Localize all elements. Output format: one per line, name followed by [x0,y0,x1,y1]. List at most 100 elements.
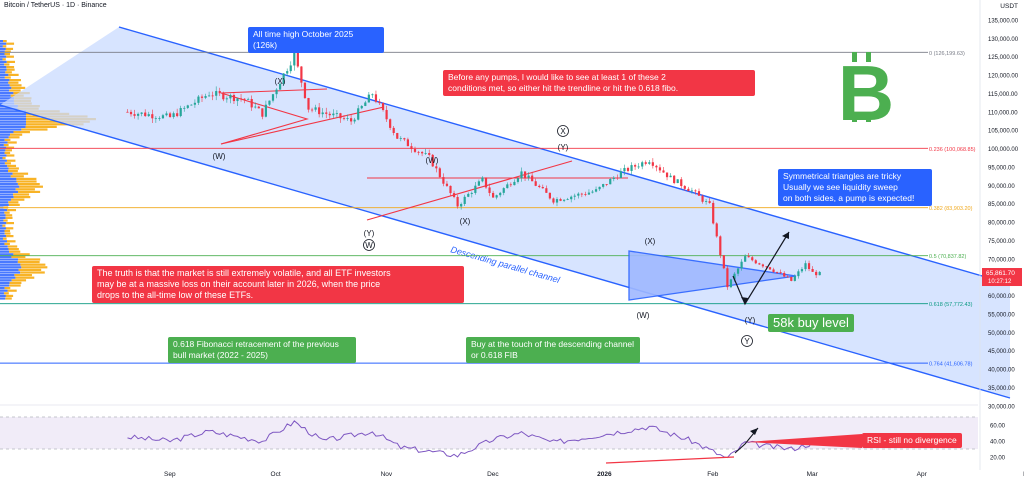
volume-bar [15,276,35,279]
volume-bar [0,107,18,110]
buy-note-annotation: Buy at the touch of the descending chann… [466,337,640,363]
candle-body [726,268,729,288]
candle-body [651,162,654,166]
candle-body [161,115,165,119]
volatile-annotation: The truth is that the market is still ex… [92,266,464,303]
triangle-2-lower [366,160,573,221]
volume-bar [4,63,10,66]
volume-bar [0,154,7,157]
volume-bar [4,229,11,232]
volume-bar [0,180,17,183]
candle-body [271,94,275,101]
volume-bar [0,115,26,118]
candle-body [566,199,569,200]
candles [126,49,821,290]
volume-bar [3,292,9,295]
wave-label: W [365,241,373,250]
volume-bar [0,229,5,232]
candle-body [715,223,718,237]
volume-bar [0,237,3,240]
volume-bar [7,289,17,292]
volume-bar [15,188,35,191]
candle-body [555,199,559,203]
volume-bar [5,149,12,152]
rsi-arrowhead [750,428,758,435]
volume-bar [0,164,8,167]
time-tick: Nov [381,471,393,478]
volume-bar [6,222,15,225]
volume-bar [0,120,26,123]
volume-bar [8,248,19,251]
fib-label: 0 (126,199.63) [929,51,965,57]
volume-bar [0,198,11,201]
volume-bar [0,138,5,141]
volume-bar [16,177,37,180]
volume-bar [11,255,26,258]
candle-body [289,65,292,72]
candle-body [250,98,253,108]
volume-bar [0,175,11,178]
volume-bar [18,268,42,271]
candle-body [502,188,505,193]
volume-bar [14,274,32,277]
volume-bar [0,294,6,297]
volume-bar [26,123,84,126]
candle-body [538,185,541,188]
rsi-note-annotation: RSI - still no divergence [862,433,962,448]
volume-bar [25,125,57,128]
candle-body [346,118,349,119]
candle-body [687,188,690,192]
candle-body [460,203,463,207]
volume-bar [6,55,14,58]
volume-bar [8,201,19,204]
last-price: 65,861.70 [986,270,1015,277]
candle-body [577,193,580,196]
candle-body [421,152,424,154]
volume-bar [6,66,15,69]
candle-body [768,267,772,270]
channel-fill [0,27,1010,398]
currency-label: USDT [1000,3,1018,10]
candle-body [190,104,193,106]
candle-body [541,187,544,189]
volume-bar [4,242,10,245]
volume-bar [0,94,11,97]
volume-bar [4,162,11,165]
time-tick: Mar [807,471,819,478]
fib-note-annotation: 0.618 Fibonacci retracement of the previ… [168,337,356,363]
candle-body [655,165,658,168]
volume-bar [8,167,19,170]
candle-body [619,171,622,179]
volume-bar [8,136,20,139]
volume-bar [0,58,3,61]
volume-bar [0,224,3,227]
price-tick: 70,000.00 [988,257,1015,263]
candle-body [232,94,236,102]
candle-body [818,271,821,276]
candle-body [396,132,399,139]
candle-body [527,175,530,178]
volume-bar [0,110,26,113]
wave-label: (X) [645,237,656,246]
volume-bar [0,235,7,238]
price-tick: 30,000.00 [988,404,1015,410]
volume-bar [10,198,25,201]
candle-body [463,196,466,204]
volume-bar [0,248,9,251]
candle-body [534,181,537,186]
candle-body [545,188,548,193]
price-tick: 75,000.00 [988,239,1015,245]
volume-bar [5,227,14,230]
candle-body [772,269,775,272]
time-tick: 2026 [597,471,612,478]
volume-bar [8,170,18,173]
price-tick: 125,000.00 [988,55,1019,61]
candle-body [367,94,370,103]
candle-body [648,162,651,164]
price-tick: 55,000.00 [988,312,1015,318]
candle-body [492,192,495,198]
volume-bar [0,292,4,295]
bitcoin-stroke [852,52,857,62]
candle-body [186,105,189,108]
volume-bar [0,274,15,277]
